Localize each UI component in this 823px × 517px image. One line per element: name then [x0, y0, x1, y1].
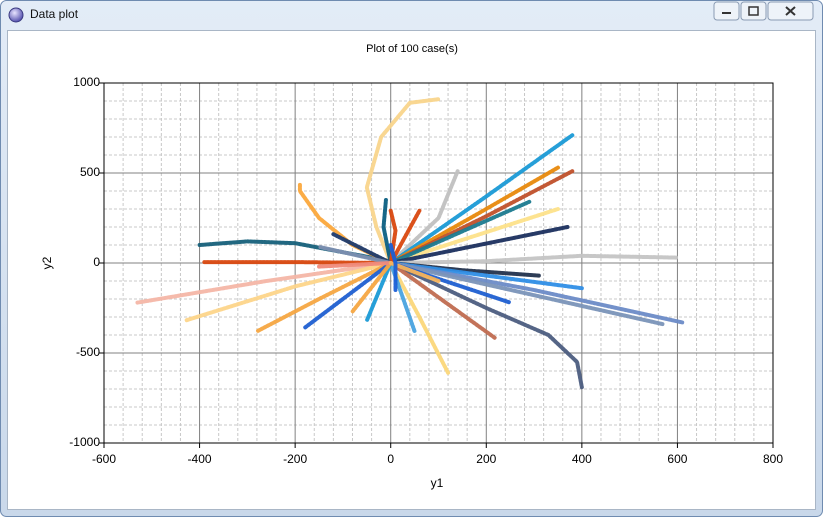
x-axis-label: y1	[431, 476, 444, 490]
case-trajectory	[388, 261, 451, 375]
x-tick-label: 400	[572, 452, 592, 466]
case-trajectory	[350, 261, 393, 314]
x-tick-label: 200	[476, 452, 496, 466]
case-trajectory	[388, 261, 441, 283]
case-trajectory	[317, 261, 393, 269]
x-tick-label: -600	[92, 452, 116, 466]
case-trajectory	[388, 225, 570, 265]
chart-title: Plot of 100 case(s)	[366, 43, 458, 55]
case-trajectory	[388, 261, 498, 341]
case-trajectory	[254, 261, 393, 334]
case-trajectory	[388, 169, 460, 265]
case-trajectory	[388, 243, 398, 292]
case-trajectory	[302, 261, 393, 330]
maximize-icon	[748, 6, 759, 16]
x-tick-label: 600	[667, 452, 687, 466]
case-trajectory	[388, 133, 575, 265]
plot-border	[103, 82, 774, 444]
y-axis-label: y2	[40, 256, 54, 269]
case-trajectory	[135, 261, 393, 305]
minimize-icon	[722, 12, 731, 14]
x-tick-label: -400	[188, 452, 212, 466]
window-title: Data plot	[30, 7, 79, 21]
case-trajectory	[388, 253, 680, 265]
case-trajectory	[364, 261, 393, 323]
y-tick-label: -500	[76, 345, 100, 359]
x-tick-label: 0	[387, 452, 394, 466]
case-trajectory	[183, 261, 393, 323]
case-trajectory	[331, 232, 393, 265]
case-trajectory	[388, 261, 584, 390]
x-tick-label: 800	[763, 452, 783, 466]
case-trajectory	[388, 207, 560, 265]
window-controls[interactable]	[713, 1, 814, 21]
case-trajectory	[364, 97, 441, 265]
case-trajectory	[317, 244, 393, 265]
y-tick-label: 1000	[73, 75, 100, 89]
x-tick-label: -200	[283, 452, 307, 466]
plot-area: -600 -400 -200 0 200 400 600 800 -1000 -500 0 500 10…	[69, 75, 783, 466]
case-trajectory	[388, 208, 422, 265]
close-icon	[785, 6, 796, 16]
maximize-button[interactable]	[740, 1, 767, 21]
window-icon	[8, 7, 24, 23]
case-trajectory	[388, 261, 666, 327]
minimize-button[interactable]	[713, 1, 740, 21]
case-trajectory	[388, 199, 532, 265]
y-tick-label: 0	[93, 255, 100, 269]
case-trajectory	[381, 198, 393, 265]
y-tick-label: 500	[80, 165, 100, 179]
y-tick-label: -1000	[69, 435, 100, 449]
